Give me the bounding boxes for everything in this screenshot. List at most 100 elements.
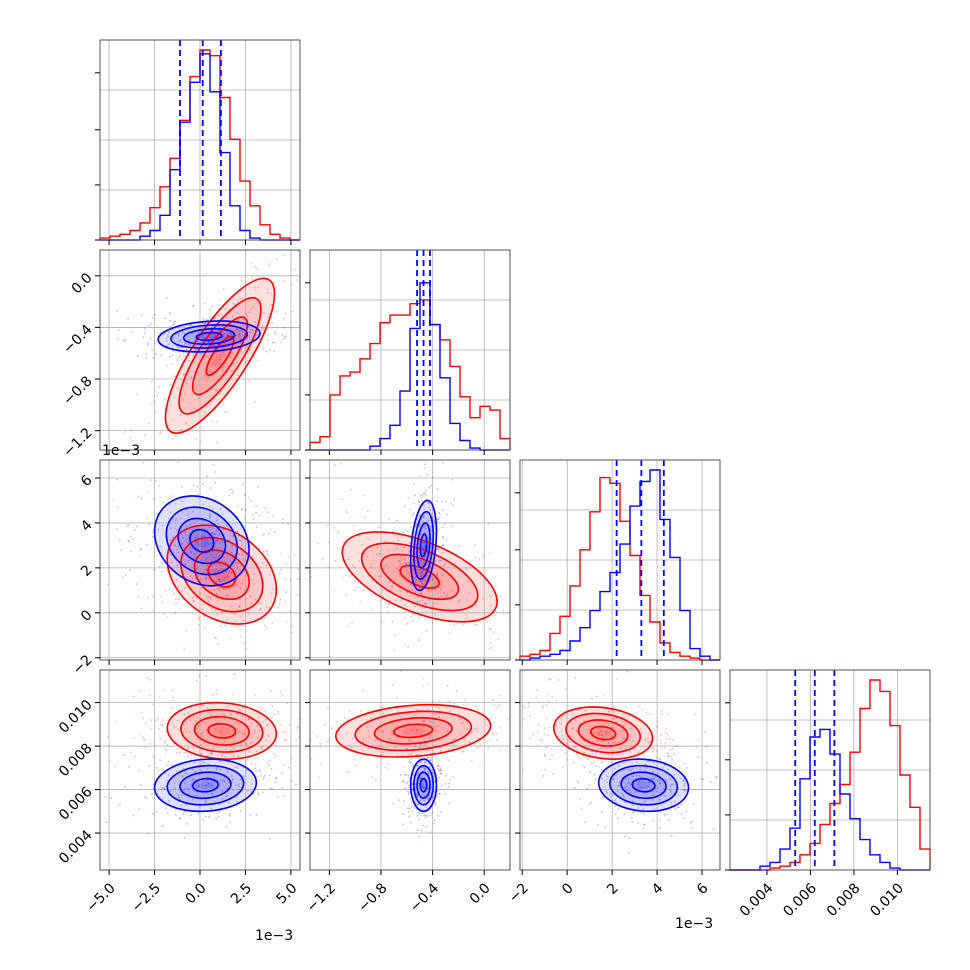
scatter-point-blue bbox=[192, 304, 195, 307]
scatter-point-blue bbox=[122, 576, 124, 579]
scatter-point-blue bbox=[232, 363, 235, 365]
scatter-point-red bbox=[235, 361, 238, 363]
scatter-point-red bbox=[181, 598, 184, 601]
scatter-point-red bbox=[359, 641, 361, 643]
contour-blue-1 bbox=[179, 771, 232, 800]
scatter-point-blue bbox=[174, 788, 177, 790]
scatter-point-blue bbox=[143, 737, 145, 740]
scatter-point-blue bbox=[431, 796, 434, 799]
scatter-point-red bbox=[250, 602, 253, 605]
scatter-point-red bbox=[254, 321, 257, 324]
scatter-point-red bbox=[295, 739, 298, 742]
scatter-point-red bbox=[629, 727, 631, 730]
scatter-point-red bbox=[423, 726, 425, 728]
scatter-point-blue bbox=[208, 815, 210, 818]
scatter-point-red bbox=[537, 731, 539, 734]
scatter-point-blue bbox=[255, 511, 258, 514]
scatter-point-red bbox=[270, 690, 273, 692]
scatter-point-red bbox=[245, 648, 248, 650]
scatter-point-red bbox=[195, 597, 198, 600]
scatter-point-red bbox=[602, 693, 605, 696]
scatter-point-blue bbox=[658, 826, 661, 829]
scatter-point-blue bbox=[700, 778, 703, 780]
scatter-point-red bbox=[126, 525, 129, 528]
scatter-point-blue bbox=[228, 814, 231, 817]
scatter-point-red bbox=[209, 316, 212, 319]
scatter-point-blue bbox=[449, 502, 452, 504]
scatter-point-blue bbox=[405, 774, 407, 776]
scatter-point-red bbox=[591, 697, 593, 700]
scatter-point-red bbox=[385, 564, 387, 567]
scatter-point-blue bbox=[212, 344, 215, 347]
scatter-point-blue bbox=[618, 784, 621, 787]
scatter-point-red bbox=[282, 280, 285, 282]
scatter-point-blue bbox=[447, 786, 450, 788]
scatter-point-red bbox=[177, 586, 180, 589]
scatter-point-blue bbox=[140, 549, 143, 551]
scatter-point-red bbox=[416, 728, 418, 731]
scatter-point-red bbox=[436, 573, 439, 576]
scatter-point-blue bbox=[241, 330, 244, 333]
scatter-point-red bbox=[352, 564, 354, 567]
scatter-point-blue bbox=[282, 522, 284, 524]
scatter-point-blue bbox=[162, 501, 164, 503]
density-blue-3 bbox=[190, 777, 221, 794]
scatter-point-blue bbox=[167, 760, 170, 763]
scatter-point-blue bbox=[617, 817, 619, 820]
scatter-point-blue bbox=[671, 748, 674, 750]
scatter-point-red bbox=[362, 494, 365, 497]
scatter-point-red bbox=[382, 751, 385, 754]
scatter-point-red bbox=[541, 705, 544, 707]
scatter-point-blue bbox=[196, 520, 199, 523]
scatter-point-red bbox=[656, 749, 659, 752]
tick-layer bbox=[95, 72, 898, 875]
scatter-point-red bbox=[361, 740, 364, 743]
scatter-point-red bbox=[400, 599, 403, 601]
scatter-point-blue bbox=[423, 787, 425, 790]
contour-blue-1 bbox=[620, 771, 667, 800]
scatter-point-blue bbox=[170, 527, 172, 530]
scatter-point-red bbox=[622, 729, 625, 732]
scatter-point-red bbox=[231, 605, 233, 608]
scatter-point-blue bbox=[152, 783, 155, 786]
scatter-point-blue bbox=[129, 751, 132, 754]
scatter-point-red bbox=[553, 709, 555, 712]
scatter-point-red bbox=[258, 601, 261, 604]
scatter-point-red bbox=[337, 532, 340, 534]
contour-layer bbox=[153, 277, 690, 813]
scatter-point-red bbox=[474, 604, 477, 607]
scatter-point-red bbox=[576, 709, 579, 711]
scatter-point-blue bbox=[418, 779, 421, 782]
scatter-point-blue bbox=[238, 605, 240, 608]
density-red-1 bbox=[180, 537, 263, 612]
scatter-point-blue bbox=[438, 511, 440, 514]
scatter-point-blue bbox=[684, 780, 686, 783]
scatter-point-blue bbox=[447, 759, 450, 762]
scatter-point-red bbox=[273, 282, 276, 284]
scatter-point-blue bbox=[567, 744, 569, 747]
scatter-point-blue bbox=[618, 781, 621, 783]
scatter-point-blue bbox=[236, 766, 239, 769]
scatter-point-blue bbox=[702, 778, 705, 781]
scatter-point-blue bbox=[424, 773, 427, 776]
scatter-point-red bbox=[393, 649, 396, 652]
scatter-point-blue bbox=[673, 774, 676, 776]
scatter-point-red bbox=[267, 263, 270, 265]
density-red-0 bbox=[165, 278, 275, 434]
scatter-point-blue bbox=[201, 752, 203, 755]
scatter-point-blue bbox=[174, 502, 177, 505]
scatter-point-red bbox=[541, 708, 543, 710]
scatter-point-red bbox=[566, 742, 569, 745]
scatter-point-red bbox=[215, 637, 217, 640]
scatter-point-red bbox=[263, 533, 265, 536]
grid-panel-0-1 bbox=[100, 250, 300, 450]
scatter-point-red bbox=[635, 761, 638, 763]
scatter-point-blue bbox=[621, 776, 623, 779]
scatter-point-blue bbox=[437, 764, 440, 767]
scatter-point-blue bbox=[140, 607, 143, 610]
scatter-point-blue bbox=[600, 768, 603, 771]
scatter-point-red bbox=[293, 554, 296, 557]
scatter-point-red bbox=[617, 696, 619, 698]
scatter-point-red bbox=[225, 594, 228, 597]
scatter-point-blue bbox=[185, 804, 188, 806]
